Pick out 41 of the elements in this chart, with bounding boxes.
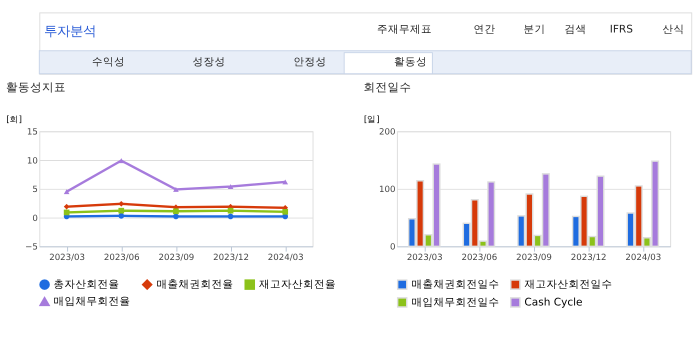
y-axis-title: [일] bbox=[364, 115, 380, 126]
chart-title: 활동성지표 bbox=[6, 80, 66, 94]
legend-label: 매입채무회전일수 bbox=[411, 296, 500, 308]
x-tick-label: 2024/03 bbox=[268, 253, 304, 264]
legend-label: 매입채무회전율 bbox=[54, 295, 131, 308]
text: IFRS bbox=[610, 24, 634, 36]
x-tick-label: 2023/06 bbox=[104, 253, 140, 264]
x-tick-label: 2024/03 bbox=[625, 253, 662, 264]
y-tick-label: 0 bbox=[32, 214, 38, 224]
y-tick-label: 200 bbox=[379, 128, 396, 138]
text: 투자분석 bbox=[44, 24, 96, 40]
y-axis-title: [회] bbox=[6, 115, 22, 126]
x-tick-label: 2023/03 bbox=[406, 253, 443, 264]
y-tick-label: 100 bbox=[379, 185, 396, 196]
text: 안정성 bbox=[293, 56, 326, 68]
text: 수익성 bbox=[92, 56, 126, 68]
legend-label: 재고자산회전일수 bbox=[524, 278, 612, 290]
legend-label: 재고자산회전율 bbox=[258, 278, 336, 290]
text: 활동성 bbox=[394, 56, 428, 68]
x-tick-label: 2023/12 bbox=[213, 253, 249, 264]
text: 검색 bbox=[564, 24, 587, 36]
x-tick-label: 2023/09 bbox=[516, 253, 552, 264]
text: 성장성 bbox=[192, 56, 226, 68]
legend-label: 매출채권회전일수 bbox=[411, 278, 500, 290]
legend-label: Cash Cycle bbox=[524, 296, 583, 308]
legend-label: 총자산회전율 bbox=[54, 278, 120, 290]
y-tick-label: −5 bbox=[25, 242, 38, 253]
text: 분기 bbox=[523, 24, 546, 36]
x-tick-label: 2023/09 bbox=[158, 253, 194, 264]
x-tick-label: 2023/03 bbox=[49, 253, 85, 264]
text: 산식 bbox=[662, 24, 684, 36]
y-tick-label: 15 bbox=[26, 128, 38, 138]
legend-label: 매출채권회전율 bbox=[156, 278, 234, 290]
chart-title: 회전일수 bbox=[363, 80, 412, 94]
y-tick-label: 0 bbox=[390, 242, 396, 253]
text: 연간 bbox=[474, 24, 496, 36]
y-tick-label: 5 bbox=[32, 185, 38, 196]
y-tick-label: 10 bbox=[26, 156, 38, 166]
x-tick-label: 2023/12 bbox=[570, 253, 607, 264]
x-tick-label: 2023/06 bbox=[461, 253, 498, 264]
text: 주재무제표 bbox=[376, 24, 432, 36]
